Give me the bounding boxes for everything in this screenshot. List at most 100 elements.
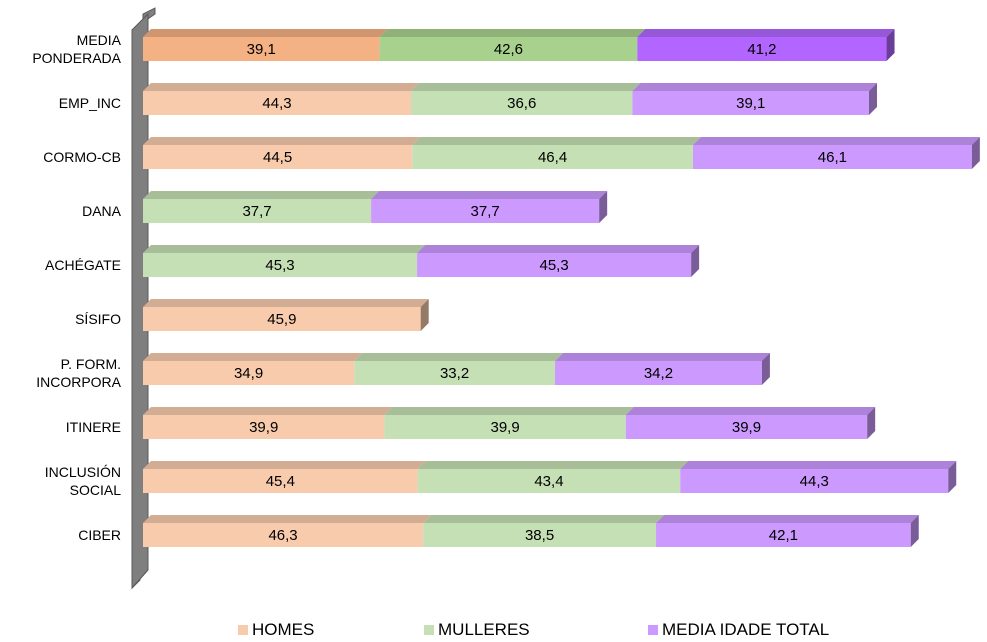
value-label-mulleres-achegate: 45,3 — [265, 257, 294, 274]
bar-media-idade-total-itinere-top — [625, 407, 876, 415]
category-label-media-ponderada: PONDERADA — [32, 50, 121, 66]
legend-label-homes: HOMES — [252, 620, 315, 639]
category-label-dana: DANA — [82, 203, 122, 219]
value-label-homes-p-form-incorpora: 34,9 — [234, 365, 263, 382]
bar-homes-emp-inc-top — [143, 83, 420, 91]
bar-homes-ciber — [143, 523, 424, 547]
bar-side-media-ponderada — [886, 29, 895, 61]
bar-mulleres-emp-inc-top — [411, 83, 641, 91]
bar-homes-sisifo-top — [143, 299, 429, 307]
bar-media-idade-total-p-form-incorpora-top — [555, 353, 770, 361]
value-label-mulleres-cormo-cb: 46,4 — [538, 149, 567, 166]
value-label-mulleres-emp-inc: 36,6 — [507, 95, 536, 112]
legend-item-mulleres: MULLERES — [424, 620, 530, 640]
value-label-media-idade-total-achegate: 45,3 — [539, 257, 568, 274]
value-label-homes-cormo-cb: 44,5 — [263, 149, 292, 166]
value-label-homes-sisifo: 45,9 — [267, 311, 296, 328]
legend-label-mulleres: MULLERES — [438, 620, 530, 639]
value-label-mulleres-inclusion-social: 43,4 — [534, 473, 563, 490]
bar-side-dana — [599, 191, 608, 223]
bar-media-idade-total-inclusion-social — [680, 469, 949, 493]
bar-side-achegate — [691, 245, 700, 277]
bar-media-idade-total-ciber-top — [656, 515, 919, 523]
bar-media-idade-total-inclusion-social-top — [680, 461, 957, 469]
bar-homes-sisifo — [143, 307, 421, 331]
category-label-sisifo: SÍSIFO — [75, 311, 121, 327]
legend-item-media-idade-total: MEDIA IDADE TOTAL — [648, 620, 829, 640]
value-label-homes-ciber: 46,3 — [268, 527, 297, 544]
category-label-emp-inc: EMP_INC — [59, 95, 121, 111]
category-label-achegate: ACHÉGATE — [45, 257, 121, 273]
bar-homes-media-ponderada-top — [143, 29, 388, 37]
bar-media-idade-total-emp-inc-top — [632, 83, 877, 91]
bar-mulleres-ciber-top — [423, 515, 665, 523]
bar-mulleres-inclusion-social-top — [417, 461, 689, 469]
bar-media-idade-total-emp-inc — [632, 91, 869, 115]
bar-mulleres-dana-top — [143, 191, 380, 199]
bar-homes-cormo-cb — [143, 145, 413, 169]
category-label-media-ponderada: MEDIA — [77, 32, 122, 48]
value-label-mulleres-ciber: 38,5 — [525, 527, 554, 544]
category-label-inclusion-social: INCLUSIÓN — [45, 464, 121, 480]
value-label-mulleres-media-ponderada: 42,6 — [494, 41, 523, 58]
bar-mulleres-itinere — [384, 415, 626, 439]
legend-label-media-idade-total: MEDIA IDADE TOTAL — [662, 620, 830, 639]
bar-side-inclusion-social — [948, 461, 957, 493]
legend-item-homes: HOMES — [238, 620, 314, 640]
bar-homes-itinere — [143, 415, 385, 439]
bar-homes-media-ponderada — [143, 37, 380, 61]
bar-mulleres-achegate-top — [143, 245, 426, 253]
bar-media-idade-total-media-ponderada-top — [637, 29, 895, 37]
bar-media-idade-total-achegate — [417, 253, 692, 277]
value-label-media-idade-total-cormo-cb: 46,1 — [818, 149, 847, 166]
bar-mulleres-itinere-top — [384, 407, 634, 415]
legend-swatch-media-idade-total — [648, 625, 658, 635]
value-label-media-idade-total-media-ponderada: 41,2 — [747, 41, 776, 58]
bar-chart: MEDIA PONDERADA 39,1 42,6 41,2 EMP_INC 44,3 36,… — [32, 7, 980, 590]
legend: HOMES MULLERES MEDIA IDADE TOTAL — [0, 620, 987, 642]
legend-swatch-homes — [238, 625, 248, 635]
category-label-itinere: ITINERE — [66, 419, 121, 435]
bar-media-idade-total-media-ponderada — [637, 37, 887, 61]
value-label-mulleres-p-form-incorpora: 33,2 — [440, 365, 469, 382]
value-label-homes-itinere: 39,9 — [249, 419, 278, 436]
bar-side-ciber — [910, 515, 919, 547]
value-label-media-idade-total-inclusion-social: 44,3 — [800, 473, 829, 490]
bar-media-idade-total-cormo-cb-top — [692, 137, 980, 145]
bar-homes-p-form-incorpora-top — [143, 353, 363, 361]
bar-media-idade-total-cormo-cb — [692, 145, 972, 169]
bar-mulleres-achegate — [143, 253, 418, 277]
bar-mulleres-emp-inc — [411, 91, 633, 115]
value-label-homes-emp-inc: 44,3 — [262, 95, 291, 112]
value-label-mulleres-itinere: 39,9 — [490, 419, 519, 436]
bar-mulleres-ciber — [423, 523, 657, 547]
bar-media-idade-total-itinere — [625, 415, 868, 439]
bar-media-idade-total-achegate-top — [417, 245, 700, 253]
bar-homes-inclusion-social — [143, 469, 418, 493]
value-label-homes-media-ponderada: 39,1 — [247, 41, 276, 58]
bar-mulleres-inclusion-social — [417, 469, 681, 493]
bar-mulleres-cormo-cb-top — [412, 137, 701, 145]
bar-mulleres-p-form-incorpora — [354, 361, 556, 385]
value-label-media-idade-total-ciber: 42,1 — [769, 527, 798, 544]
bar-media-idade-total-dana — [371, 199, 600, 223]
value-label-homes-inclusion-social: 45,4 — [266, 473, 295, 490]
bar-side-emp-inc — [869, 83, 877, 115]
bar-homes-itinere-top — [143, 407, 393, 415]
bar-homes-p-form-incorpora — [143, 361, 355, 385]
value-label-mulleres-dana: 37,7 — [242, 203, 271, 220]
bar-media-idade-total-ciber — [656, 523, 911, 547]
category-label-inclusion-social: SOCIAL — [70, 482, 122, 498]
category-label-cormo-cb: CORMO-CB — [43, 149, 121, 165]
value-label-media-idade-total-dana: 37,7 — [471, 203, 500, 220]
bar-homes-cormo-cb-top — [143, 137, 421, 145]
category-label-p-form-incorpora: P. FORM. — [61, 356, 121, 372]
value-label-media-idade-total-itinere: 39,9 — [732, 419, 761, 436]
value-label-media-idade-total-emp-inc: 39,1 — [736, 95, 765, 112]
bar-homes-emp-inc — [143, 91, 412, 115]
bar-mulleres-media-ponderada — [379, 37, 638, 61]
bar-media-idade-total-p-form-incorpora — [555, 361, 762, 385]
bar-homes-ciber-top — [143, 515, 432, 523]
category-label-p-form-incorpora: INCORPORA — [36, 374, 121, 390]
bar-mulleres-media-ponderada-top — [379, 29, 646, 37]
